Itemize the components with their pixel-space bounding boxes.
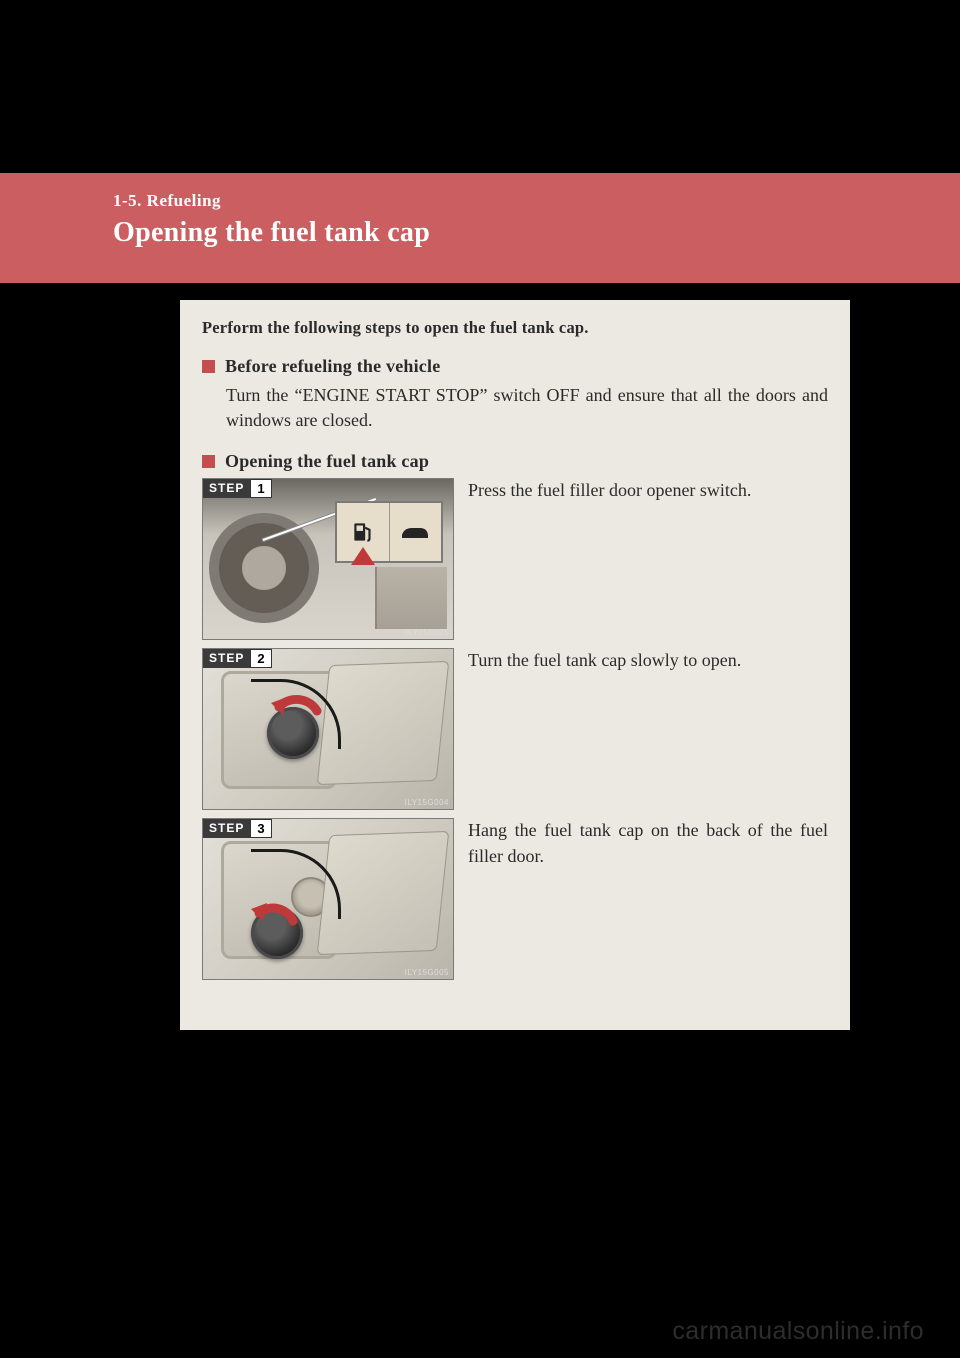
page-title: Opening the fuel tank cap (113, 217, 960, 249)
step-number: 2 (250, 649, 271, 668)
step-text: Turn the fuel tank cap slowly to open. (468, 648, 828, 810)
up-arrow-icon (351, 547, 375, 565)
section-number: 1-5. Refueling (113, 191, 960, 211)
content-panel: Perform the following steps to open the … (180, 300, 850, 1030)
subsection-before-refueling: Before refueling the vehicle (202, 356, 828, 377)
step-label: STEP (203, 479, 250, 498)
step-badge: STEP 2 (203, 649, 272, 668)
step-figure-2: STEP 2 ILY15G004 (202, 648, 454, 810)
step-label: STEP (203, 649, 250, 668)
step-badge: STEP 3 (203, 819, 272, 838)
step-text: Press the fuel filler door opener switch… (468, 478, 828, 640)
center-console-illustration (375, 567, 447, 629)
step-number: 1 (250, 479, 271, 498)
rotate-arrow-icon (265, 687, 329, 751)
step-row-1: STEP 1 ILY15S005 Press the fuel filler d… (202, 478, 828, 640)
subsection-title: Before refueling the vehicle (225, 356, 440, 377)
subsection-body: Turn the “ENGINE START STOP” switch OFF … (226, 383, 828, 433)
image-code: ILY15G004 (405, 798, 449, 807)
bullet-icon (202, 360, 215, 373)
step-number: 3 (250, 819, 271, 838)
header-band: 1-5. Refueling Opening the fuel tank cap (0, 173, 960, 283)
subsection-opening-cap: Opening the fuel tank cap (202, 451, 828, 472)
step-figure-3: STEP 3 ILY15G005 (202, 818, 454, 980)
step-label: STEP (203, 819, 250, 838)
subsection-title: Opening the fuel tank cap (225, 451, 429, 472)
steering-wheel-illustration (209, 513, 319, 623)
car-trunk-icon (400, 523, 430, 541)
intro-text: Perform the following steps to open the … (202, 318, 828, 338)
step-badge: STEP 1 (203, 479, 272, 498)
image-code: ILY15G005 (405, 968, 449, 977)
inset-panel (335, 501, 443, 563)
watermark-text: carmanualsonline.info (672, 1317, 924, 1346)
step-row-2: STEP 2 ILY15G004 Turn the fuel tank cap … (202, 648, 828, 810)
rotate-arrow-icon (243, 891, 307, 955)
image-code: ILY15S005 (406, 628, 450, 637)
step-text: Hang the fuel tank cap on the back of th… (468, 818, 828, 980)
trunk-switch-icon (390, 503, 442, 561)
fuel-door-switch-icon (337, 503, 390, 561)
step-row-3: STEP 3 ILY15G005 Hang the fuel tank cap … (202, 818, 828, 980)
step-figure-1: STEP 1 ILY15S005 (202, 478, 454, 640)
bullet-icon (202, 455, 215, 468)
fuel-pump-icon (350, 519, 376, 545)
